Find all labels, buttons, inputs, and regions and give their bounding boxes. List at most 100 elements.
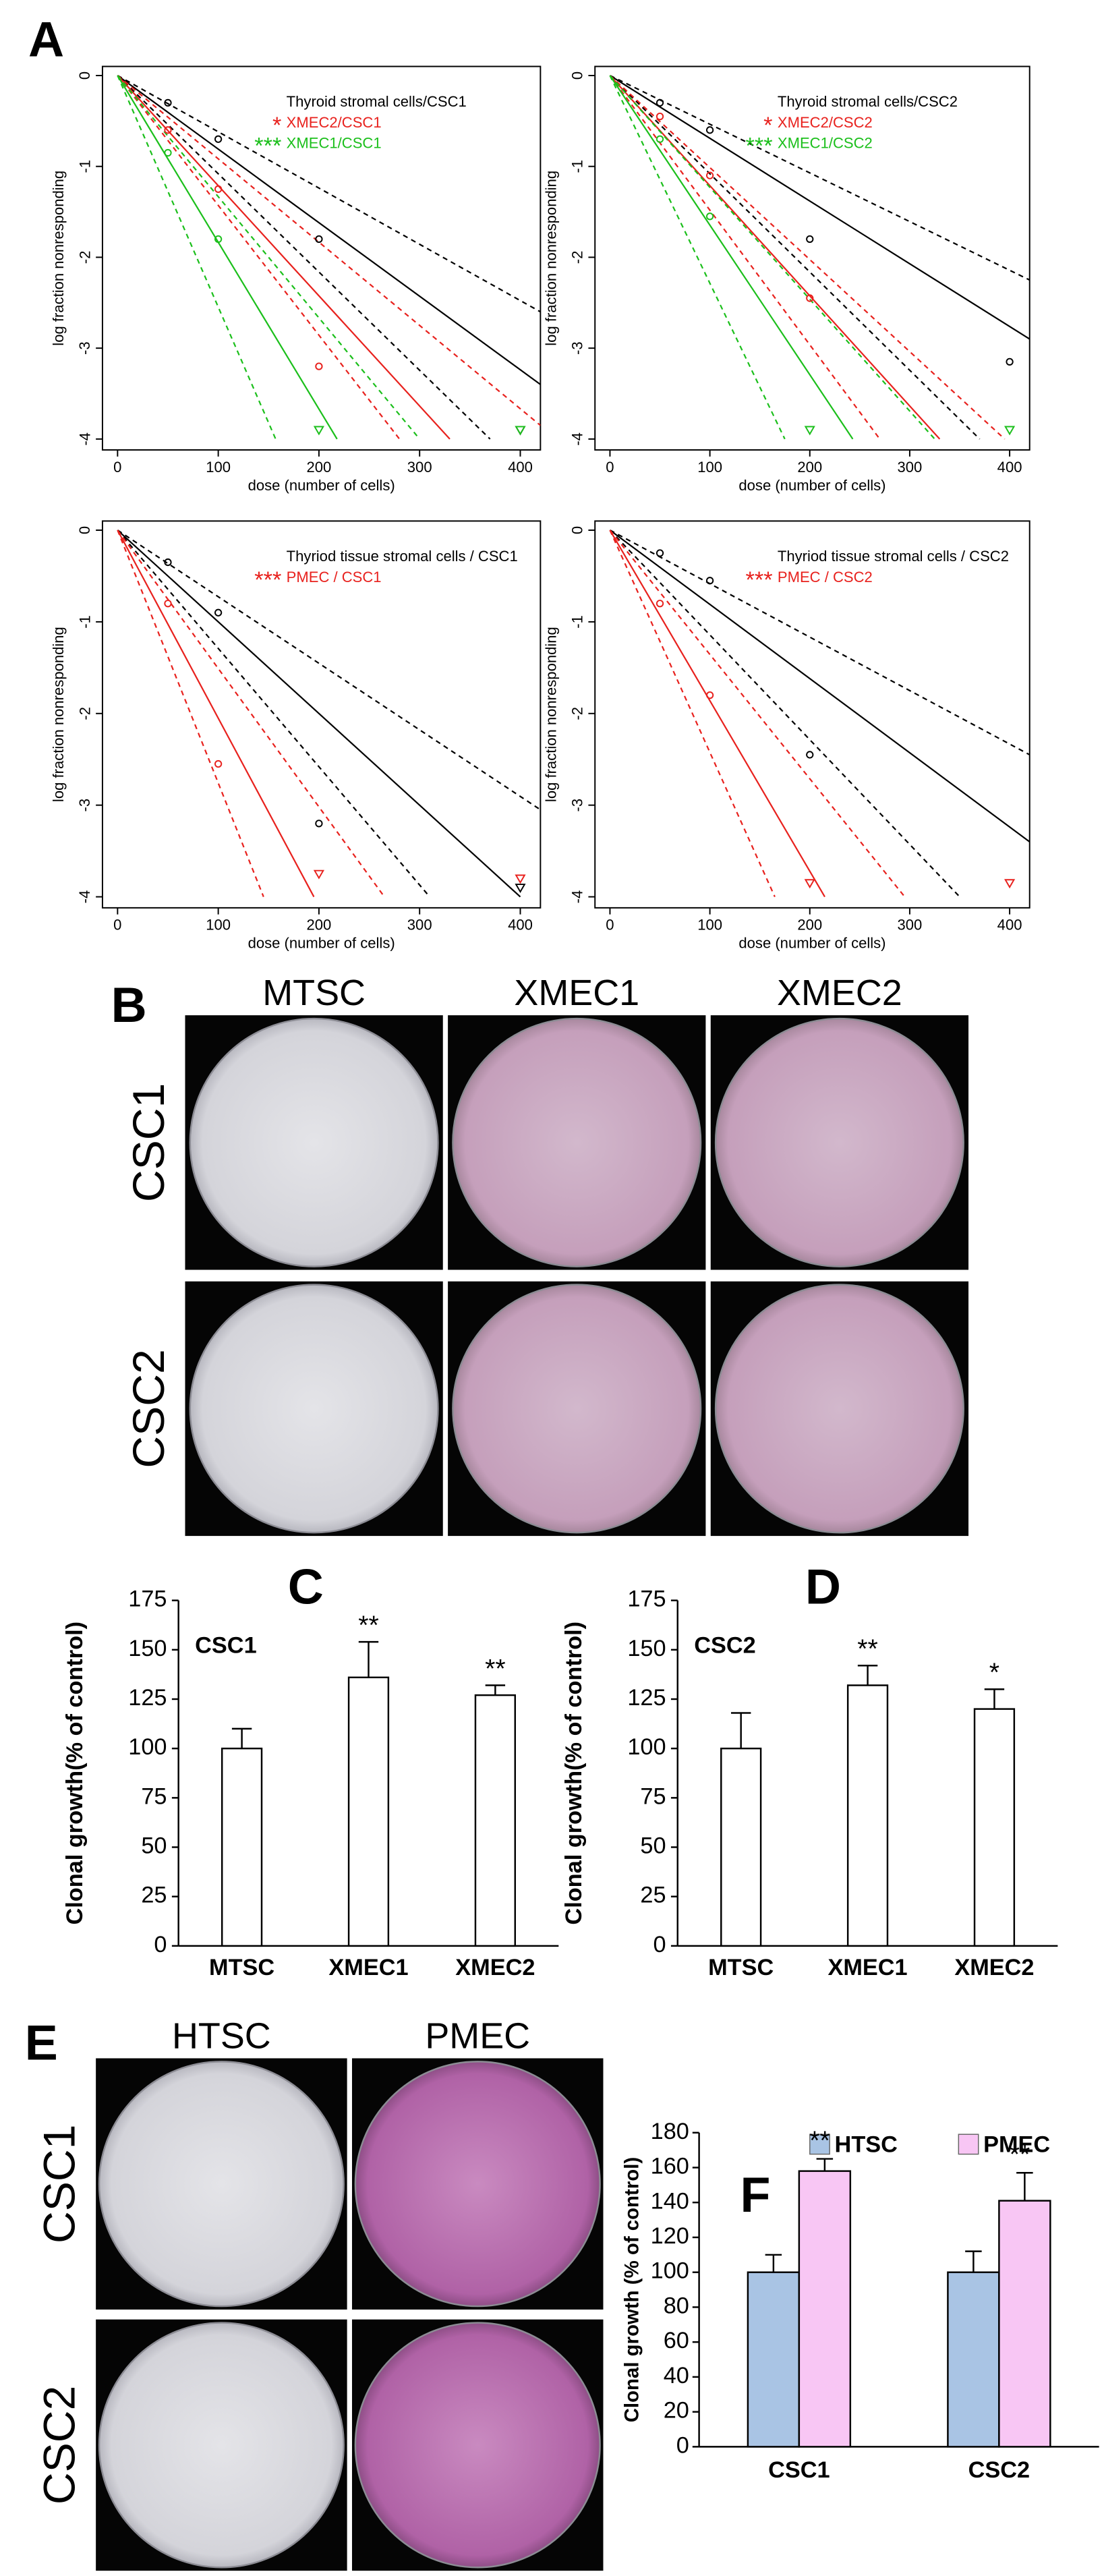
y-tick-label: 150 bbox=[627, 1636, 666, 1661]
data-point bbox=[656, 112, 664, 121]
panel-label: A bbox=[28, 11, 64, 67]
data-point bbox=[164, 148, 172, 157]
y-tick-label: 140 bbox=[651, 2188, 689, 2214]
data-point bbox=[804, 879, 815, 889]
y-tick-label: -3 bbox=[569, 341, 586, 355]
fit-line bbox=[609, 529, 960, 898]
panel-label: E bbox=[25, 2015, 58, 2071]
x-tick-label: 300 bbox=[407, 459, 432, 476]
y-tick-label: 0 bbox=[76, 71, 93, 80]
x-tick-label: 200 bbox=[797, 917, 822, 934]
y-tick-label: -1 bbox=[569, 160, 586, 173]
plot-frame bbox=[594, 65, 1030, 451]
data-point bbox=[1004, 879, 1016, 889]
fit-line bbox=[609, 75, 981, 440]
plate bbox=[98, 2061, 345, 2308]
annotation: XMEC1/CSC2 bbox=[778, 135, 873, 152]
data-point bbox=[164, 126, 172, 134]
x-tick-label: 100 bbox=[206, 459, 231, 476]
y-axis-title: Clonal growth(% of control) bbox=[62, 1622, 88, 1925]
y-tick-label: -3 bbox=[569, 799, 586, 812]
y-tick-label: 50 bbox=[141, 1833, 167, 1859]
chart-label: CSC2 bbox=[694, 1632, 756, 1658]
y-tick-label: 175 bbox=[128, 1586, 167, 1612]
bar bbox=[998, 2200, 1051, 2448]
y-axis-title: log fraction nonresponding bbox=[542, 627, 559, 802]
fit-line bbox=[609, 529, 776, 898]
fit-line bbox=[609, 75, 881, 440]
fit-line bbox=[117, 529, 264, 897]
x-tick-label: 0 bbox=[606, 917, 614, 934]
y-tick-label: 80 bbox=[664, 2293, 689, 2318]
x-axis-title: dose (number of cells) bbox=[738, 935, 885, 952]
data-point bbox=[515, 884, 526, 894]
row-label: CSC2 bbox=[35, 2386, 85, 2505]
panel-label: F bbox=[740, 2167, 770, 2223]
fit-line bbox=[117, 75, 451, 440]
data-point bbox=[705, 577, 714, 585]
y-axis-title: log fraction nonresponding bbox=[50, 171, 67, 346]
data-point bbox=[164, 558, 172, 567]
significance-stars: *** bbox=[254, 134, 281, 159]
fit-line bbox=[609, 529, 1030, 755]
y-tick-label: -4 bbox=[76, 432, 93, 446]
annotation: Thyroid stromal cells/CSC1 bbox=[287, 93, 467, 110]
data-point bbox=[705, 171, 714, 179]
data-point bbox=[313, 426, 324, 436]
x-tick-label: 400 bbox=[997, 459, 1022, 476]
row-label: CSC2 bbox=[124, 1349, 174, 1468]
y-tick-label: 75 bbox=[640, 1783, 666, 1809]
fit-line bbox=[117, 529, 315, 898]
data-point bbox=[313, 869, 324, 880]
data-point bbox=[705, 691, 714, 699]
y-tick-label: -4 bbox=[569, 432, 586, 446]
column-label: XMEC1 bbox=[514, 973, 639, 1013]
x-tick-label: 200 bbox=[307, 917, 332, 934]
plate bbox=[189, 1017, 439, 1267]
y-tick-label: 125 bbox=[128, 1685, 167, 1711]
data-point bbox=[1004, 426, 1016, 436]
fit-line bbox=[117, 75, 338, 440]
x-tick-label: XMEC1 bbox=[328, 1955, 408, 1980]
y-tick-label: -2 bbox=[76, 707, 93, 720]
significance: ** bbox=[809, 2126, 830, 2155]
x-tick-label: XMEC1 bbox=[827, 1955, 907, 1980]
y-axis-title: log fraction nonresponding bbox=[50, 627, 67, 802]
y-axis-title: Clonal growth(% of control) bbox=[561, 1622, 587, 1925]
significance: ** bbox=[358, 1611, 379, 1640]
fit-line bbox=[609, 75, 854, 440]
bar bbox=[720, 1747, 762, 1947]
data-point bbox=[515, 874, 526, 884]
column-label: XMEC2 bbox=[777, 973, 902, 1013]
y-tick-label: 0 bbox=[76, 526, 93, 534]
fit-line bbox=[609, 529, 906, 898]
y-tick-label: 100 bbox=[128, 1734, 167, 1760]
fit-line bbox=[609, 75, 1006, 440]
annotation: Thyriod tissue stromal cells / CSC1 bbox=[287, 548, 518, 565]
y-axis-title: log fraction nonresponding bbox=[542, 171, 559, 346]
significance-stars: * bbox=[763, 113, 772, 138]
data-point bbox=[705, 126, 714, 134]
significance: ** bbox=[1010, 2140, 1030, 2169]
data-point bbox=[315, 235, 323, 244]
data-point bbox=[214, 235, 223, 244]
data-point bbox=[515, 426, 526, 436]
y-tick-label: -2 bbox=[569, 707, 586, 720]
significance: ** bbox=[857, 1635, 878, 1664]
annotation: XMEC2/CSC1 bbox=[287, 114, 382, 131]
x-tick-label: 0 bbox=[606, 459, 614, 476]
fit-line bbox=[609, 75, 1030, 340]
annotation: PMEC / CSC1 bbox=[287, 569, 382, 585]
y-tick-label: 50 bbox=[640, 1833, 666, 1859]
significance: * bbox=[989, 1659, 999, 1688]
legend-label: HTSC bbox=[835, 2131, 898, 2157]
plate bbox=[714, 1017, 964, 1267]
legend-swatch bbox=[958, 2134, 979, 2155]
y-tick-label: 100 bbox=[627, 1734, 666, 1760]
column-label: HTSC bbox=[172, 2015, 271, 2056]
data-point bbox=[806, 235, 814, 244]
annotation: PMEC / CSC2 bbox=[778, 569, 873, 585]
annotation: Thyriod tissue stromal cells / CSC2 bbox=[778, 548, 1009, 565]
